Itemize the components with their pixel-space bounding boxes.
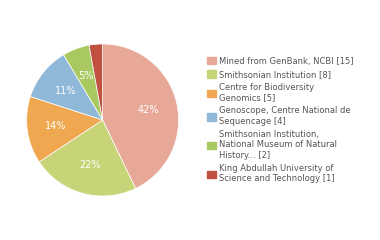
Legend: Mined from GenBank, NCBI [15], Smithsonian Institution [8], Centre for Biodivers: Mined from GenBank, NCBI [15], Smithsoni… [206, 55, 355, 185]
Text: 11%: 11% [55, 86, 76, 96]
Wedge shape [30, 55, 103, 120]
Text: 14%: 14% [45, 121, 66, 131]
Wedge shape [103, 44, 179, 188]
Wedge shape [63, 45, 103, 120]
Wedge shape [27, 96, 103, 162]
Text: 5%: 5% [78, 71, 94, 81]
Wedge shape [39, 120, 136, 196]
Text: 42%: 42% [138, 104, 159, 114]
Text: 22%: 22% [79, 160, 101, 170]
Wedge shape [89, 44, 103, 120]
